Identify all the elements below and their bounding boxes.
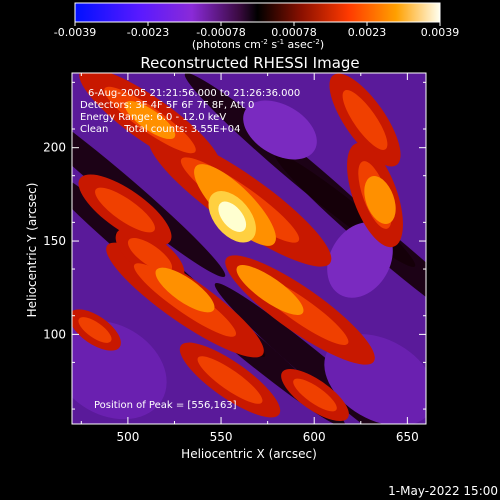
annotation-clean: Clean Total counts: 3.55E+04 — [80, 124, 240, 135]
colorbar-tick-label: -0.00078 — [196, 26, 245, 39]
colorbar-tick-label: -0.0039 — [54, 26, 96, 39]
colorbar-ticks: -0.0039 -0.0023 -0.00078 0.00078 0.0023 0.003… — [54, 22, 459, 39]
x-tick-label: 650 — [396, 430, 419, 444]
heatmap-image — [72, 73, 426, 424]
annotation-detectors: Detectors: 3F 4F 5F 6F 7F 8F, Att 0 — [80, 100, 254, 111]
colorbar — [74, 2, 441, 23]
colorbar-tick-label: -0.0023 — [127, 26, 169, 39]
y-axis-label: Heliocentric Y (arcsec) — [25, 183, 39, 318]
y-tick-label: 150 — [43, 234, 66, 248]
x-tick-label: 550 — [210, 430, 233, 444]
colorbar-tick-label: 0.00078 — [271, 26, 317, 39]
plot-frame — [71, 72, 427, 425]
annotation-time: 6-Aug-2005 21:21:56.000 to 21:26:36.000 — [88, 88, 300, 99]
annotation-peak: Position of Peak = [556,163] — [94, 400, 237, 411]
x-axis-label: Heliocentric X (arcsec) — [181, 447, 317, 461]
colorbar-tick-label: 0.0023 — [348, 26, 387, 39]
y-axis: 100 150 200 — [43, 81, 426, 410]
chart-title: Reconstructed RHESSI Image — [140, 54, 359, 72]
colorbar-units: (photons cm-2 s-1 asec-2) — [192, 38, 324, 51]
y-tick-label: 200 — [43, 141, 66, 155]
x-tick-label: 500 — [116, 430, 139, 444]
colorbar-tick-label: 0.0039 — [421, 26, 460, 39]
x-tick-label: 600 — [303, 430, 326, 444]
annotation-energy: Energy Range: 6.0 - 12.0 keV — [80, 112, 226, 123]
footer-timestamp: 1-May-2022 15:00 — [388, 484, 498, 498]
y-tick-label: 100 — [43, 327, 66, 341]
x-axis: 500 550 600 650 — [80, 73, 419, 444]
